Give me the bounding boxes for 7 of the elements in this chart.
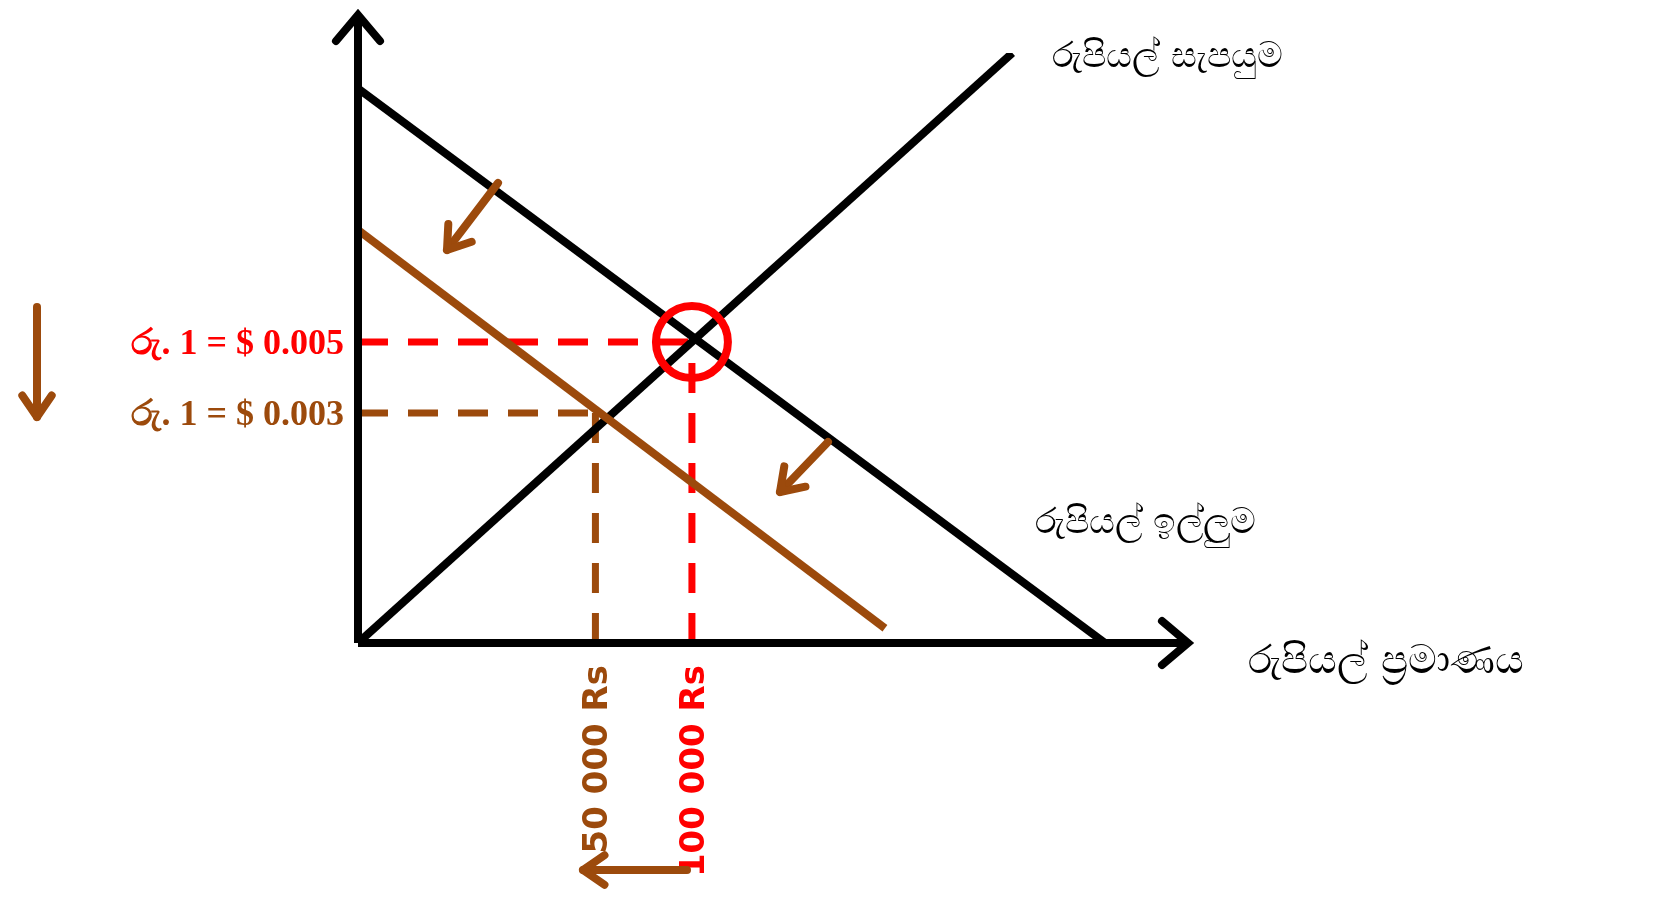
x-tick-label: 100 000 Rs xyxy=(671,665,712,878)
ref-line-label: රු. 1 = $ 0.003 xyxy=(131,392,344,433)
x-axis-title: රුපියල් ප්‍රමාණය xyxy=(1248,636,1524,685)
ref-line-label: රු. 1 = $ 0.005 xyxy=(131,322,344,363)
x-tick-label: 50 000 Rs xyxy=(575,665,616,854)
series-label: රුපියල් සැපයුම xyxy=(1052,34,1283,79)
series-label: රුපියල් ඉල්ලුම xyxy=(1035,500,1257,548)
